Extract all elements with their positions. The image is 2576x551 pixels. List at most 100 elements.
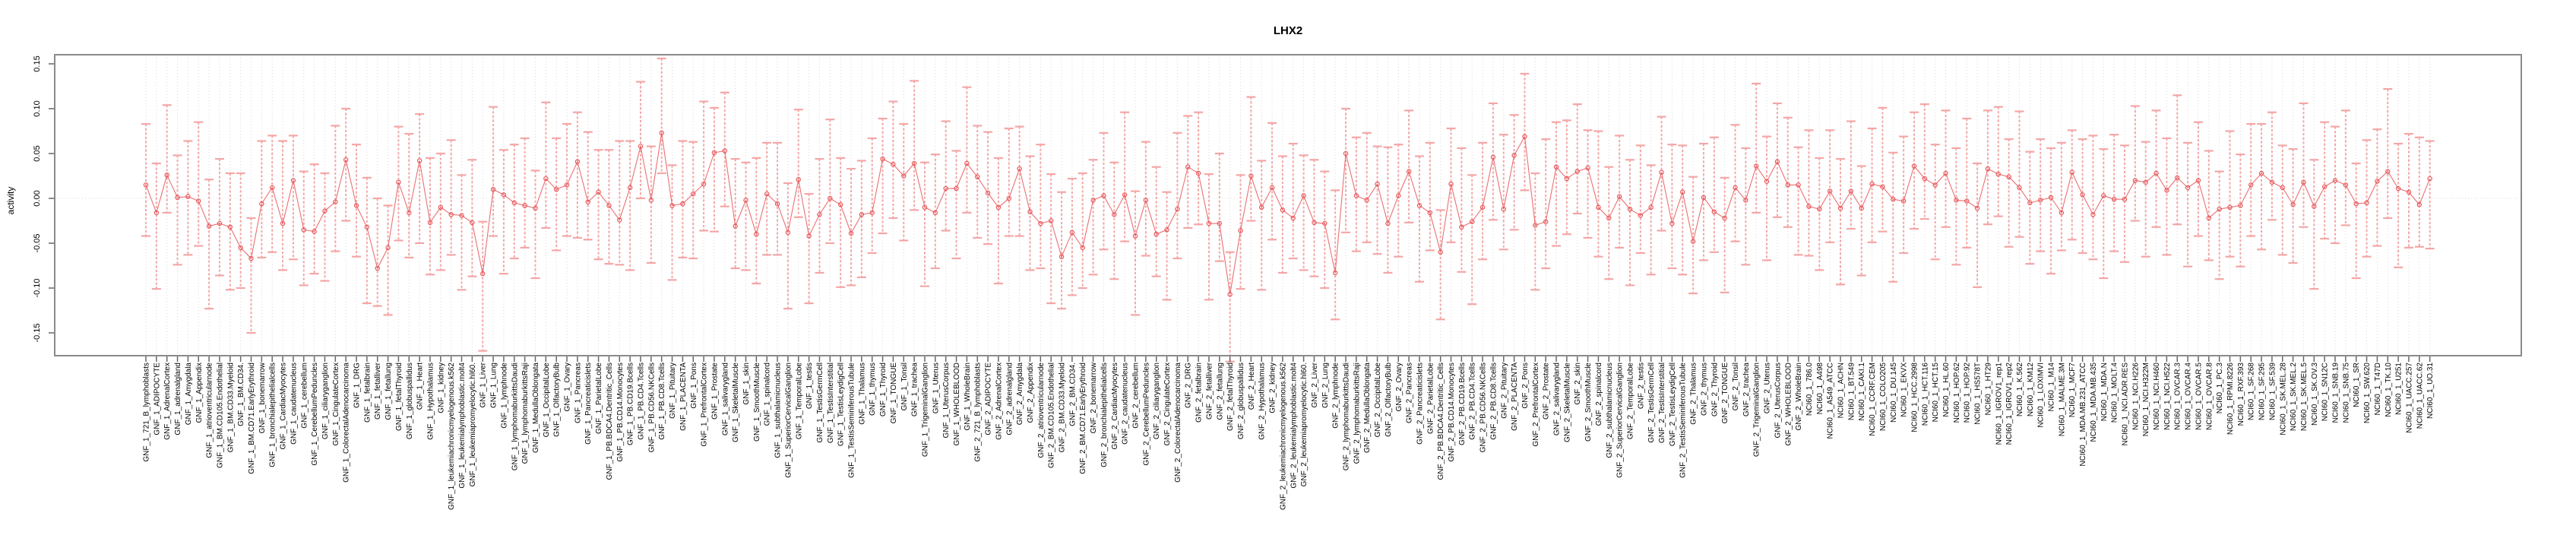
x-tick-label: GNF_1_lymphomaburkittsRaji (521, 363, 530, 464)
x-tick-label: GNF_2_BM.CD71.EarlyErythroid (1079, 363, 1087, 474)
data-point (2101, 193, 2106, 198)
x-tick-label: GNF_2_salivarygland (1553, 363, 1562, 435)
data-point (2048, 195, 2054, 201)
data-point (1479, 204, 1486, 210)
data-point (1596, 204, 1601, 210)
data-point (1522, 134, 1527, 139)
data-point (2080, 192, 2085, 198)
data-point (2069, 169, 2074, 175)
x-tick-label: GNF_1_atrioventricularnode (206, 363, 214, 458)
data-point (837, 202, 843, 207)
data-point (1954, 198, 1959, 203)
data-point (1322, 220, 1328, 226)
x-tick-label: GNF_2_721_B_lymphoblasts (974, 363, 983, 462)
data-point (785, 230, 791, 236)
x-tick-label: NCI60_1_RPMI.8226 (2226, 363, 2235, 435)
y-tick-label: 0.00 (33, 190, 42, 206)
data-point (1259, 204, 1264, 210)
x-tick-label: GNF_2_Appendix (1027, 363, 1035, 423)
data-point (1690, 239, 1696, 244)
x-tick-label: GNF_1_leukemialymphoblastic.molt4 (458, 363, 467, 489)
data-point (1711, 209, 1717, 214)
data-point (1438, 249, 1443, 255)
data-point (1680, 189, 1685, 195)
data-point (806, 233, 812, 239)
x-tick-label: GNF_1_lymphomaburkittsDaudi (511, 363, 519, 470)
data-point (828, 195, 833, 201)
data-point (1501, 206, 1506, 212)
data-point (1995, 171, 2001, 177)
data-point (1101, 193, 1106, 198)
x-tick-label: GNF_2_Pons (1521, 363, 1530, 409)
x-tick-label: GNF_1_kidney (437, 363, 445, 413)
data-point (627, 185, 633, 191)
x-tick-label: GNF_1_Lung (490, 363, 498, 408)
x-tick-label: GNF_2_TestisLeydigCell (1669, 363, 1677, 446)
data-point (754, 232, 759, 237)
data-point (2269, 179, 2275, 185)
data-point (1817, 206, 1822, 212)
data-point (448, 212, 454, 217)
x-tick-label: GNF_2_subthalamicnucleus (1606, 363, 1614, 458)
data-point (1353, 193, 1359, 198)
data-point (1448, 181, 1454, 187)
x-tick-label: NCI60_1_HL.60 (1942, 363, 1951, 417)
x-tick-label: GNF_1_Pituitary (669, 363, 677, 419)
data-point (1375, 181, 1380, 187)
data-point (995, 204, 1002, 210)
data-point (459, 213, 464, 218)
data-point (2185, 185, 2191, 191)
data-point (891, 161, 896, 167)
x-tick-label: GNF_2_ParietalLobe (1426, 363, 1435, 434)
data-point (1364, 198, 1369, 203)
x-tick-label: GNF_1_skin (742, 363, 751, 405)
x-tick-label: NCI60_1_SK.OV.3 (2311, 363, 2319, 426)
data-point (1922, 176, 1928, 182)
data-point (1848, 188, 1854, 194)
data-point (375, 265, 380, 271)
data-point (1280, 207, 1286, 213)
data-point (280, 220, 286, 226)
data-point (764, 191, 770, 197)
data-point (606, 203, 612, 208)
x-tick-label: GNF_2_Tonsil (1732, 363, 1740, 410)
x-tick-label: NCI60_1_A549_ATCC (1827, 363, 1835, 439)
data-point (1164, 227, 1169, 233)
data-point (1301, 193, 1306, 198)
x-tick-label: NCI60_1_OVCAR.5 (2195, 363, 2203, 430)
data-point (480, 271, 486, 277)
x-tick-label: NCI60_1_OVCAR.4 (2185, 363, 2193, 430)
data-point (1185, 164, 1191, 169)
data-point (848, 230, 854, 236)
data-point (248, 255, 254, 261)
data-point (2027, 200, 2033, 206)
data-point (533, 205, 538, 211)
data-point (1806, 204, 1812, 209)
x-tick-label: GNF_1_AdrenalCortex (163, 363, 172, 440)
data-point (1543, 219, 1549, 224)
x-tick-label: NCI60_1_ACHN (1837, 363, 1846, 418)
y-tick-label: -0.05 (33, 233, 42, 252)
series-polyline (145, 132, 2431, 295)
x-tick-label: GNF_1_PB.CD14.Monocytes (616, 363, 625, 462)
data-point (416, 158, 422, 163)
data-point (407, 210, 412, 216)
gridlines (55, 55, 2521, 356)
data-point (1143, 198, 1149, 203)
x-tick-label: NCI60_1_HCT.116 (1921, 363, 1929, 426)
data-point (353, 203, 359, 208)
x-tick-label: GNF_2_Ovary (1395, 363, 1404, 411)
x-tick-label: GNF_1_leukemiachronicmyelogenous.k562 (448, 363, 456, 510)
x-tick-label: GNF_2_CingulateCortex (1163, 363, 1172, 446)
data-point (1859, 205, 1864, 211)
x-tick-label: GNF_2_PB.CD56.NKCells (1479, 363, 1488, 452)
data-point (617, 217, 622, 223)
x-tick-label: NCI60_1_MOLT.4 (2111, 363, 2119, 423)
x-tick-label: GNF_1_BM.CD71.EarlyErythroid (248, 363, 256, 474)
x-tick-label: GNF_1_Pons (690, 363, 698, 409)
data-point (985, 190, 991, 196)
x-tick-label: GNF_1_BM.CD33.Myeloid (226, 363, 235, 452)
data-point (364, 224, 370, 230)
data-point (1648, 204, 1654, 210)
x-tick-label: GNF_2_atrioventricularnode (1037, 363, 1046, 458)
